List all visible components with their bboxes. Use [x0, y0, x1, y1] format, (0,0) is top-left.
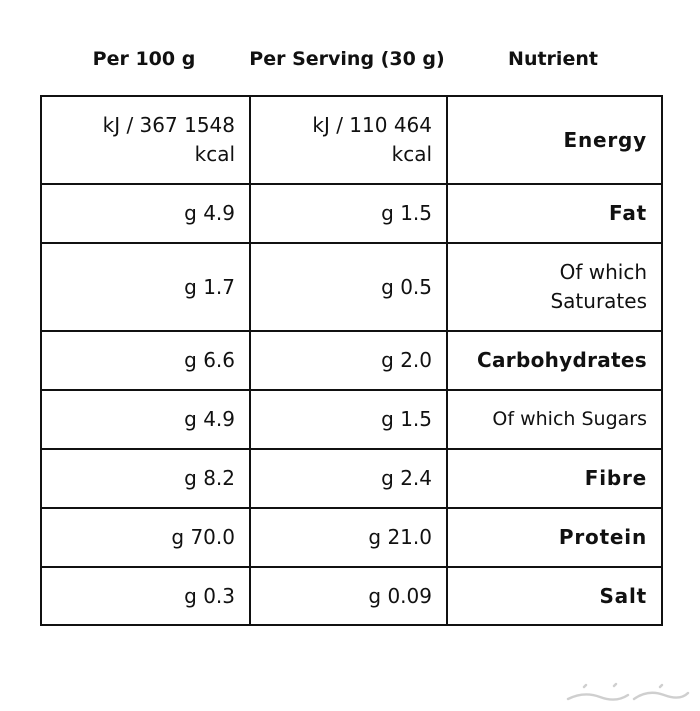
table-row: g 0.3 g 0.09 Salt — [40, 566, 663, 626]
per-serving-cell: g 1.5 — [249, 389, 448, 450]
header-nutrient: Nutrient — [508, 47, 598, 70]
per-serving-cell: g 2.4 — [249, 448, 448, 509]
per-100g-cell: g 4.9 — [40, 183, 251, 244]
per-serving-cell: g 0.09 — [249, 566, 448, 626]
per-serving-cell: g 2.0 — [249, 330, 448, 391]
nutrient-name-cell: Of which Sugars — [446, 389, 663, 450]
nutrient-name-cell: Energy — [446, 95, 663, 185]
per-100g-cell: kJ / 367 1548 kcal — [40, 95, 251, 185]
per-serving-cell: g 0.5 — [249, 242, 448, 332]
per-100g-cell: g 70.0 — [40, 507, 251, 568]
nutrient-name-cell: Fibre — [446, 448, 663, 509]
nutrient-name-cell: Protein — [446, 507, 663, 568]
per-100g-cell: g 4.9 — [40, 389, 251, 450]
per-100g-cell: g 1.7 — [40, 242, 251, 332]
table-row: g 1.7 g 0.5 Of which Saturates — [40, 242, 663, 332]
nutrient-name-cell: Fat — [446, 183, 663, 244]
table-row: kJ / 367 1548 kcal kJ / 110 464 kcal Ene… — [40, 95, 663, 185]
header-per-100g: Per 100 g — [92, 47, 196, 70]
per-serving-cell: g 21.0 — [249, 507, 448, 568]
per-100g-cell: g 8.2 — [40, 448, 251, 509]
nutrient-name-cell: Salt — [446, 566, 663, 626]
table-row: g 70.0 g 21.0 Protein — [40, 507, 663, 568]
table-row: g 4.9 g 1.5 Of which Sugars — [40, 389, 663, 450]
table-row: g 4.9 g 1.5 Fat — [40, 183, 663, 244]
per-serving-cell: g 1.5 — [249, 183, 448, 244]
table-row: g 6.6 g 2.0 Carbohydrates — [40, 330, 663, 391]
nutrient-name-cell: Of which Saturates — [446, 242, 663, 332]
watermark-logo — [566, 682, 690, 701]
per-serving-cell: kJ / 110 464 kcal — [249, 95, 448, 185]
header-per-serving: Per Serving (30 g) — [249, 47, 445, 70]
per-100g-cell: g 6.6 — [40, 330, 251, 391]
nutrient-name-cell: Carbohydrates — [446, 330, 663, 391]
per-100g-cell: g 0.3 — [40, 566, 251, 626]
table-row: g 8.2 g 2.4 Fibre — [40, 448, 663, 509]
nutrition-table: kJ / 367 1548 kcal kJ / 110 464 kcal Ene… — [40, 95, 663, 626]
